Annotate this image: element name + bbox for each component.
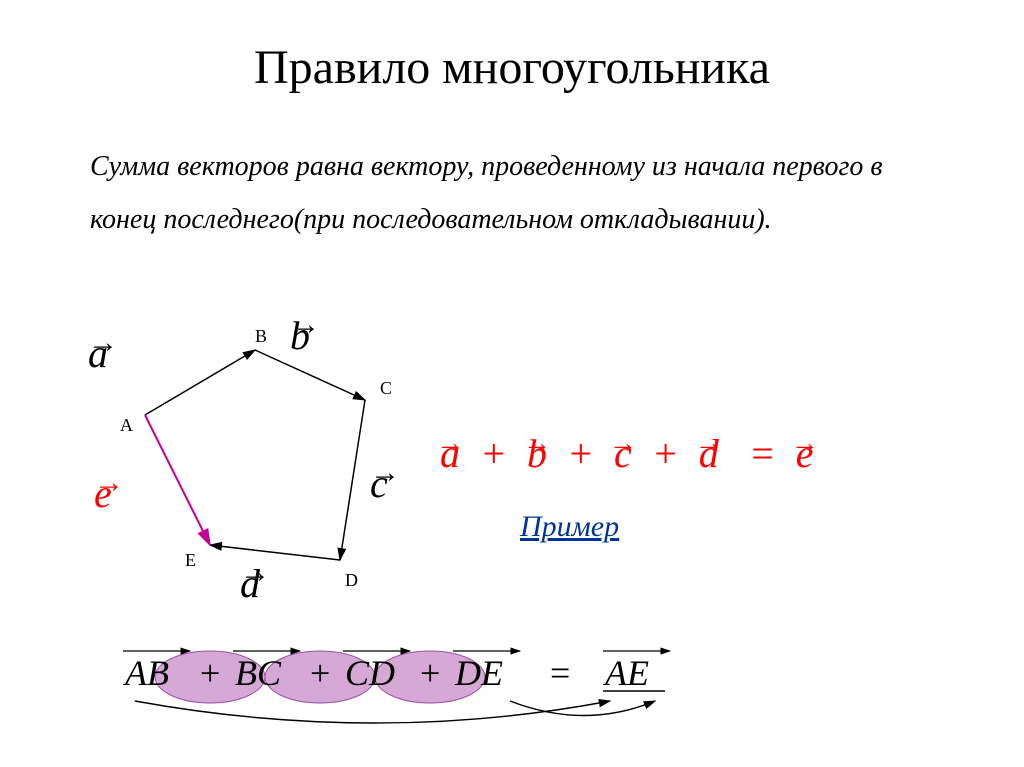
arrow-icon: → — [436, 428, 464, 460]
polygon-diagram: → a → b → c → d → e A B C D E — [60, 320, 420, 640]
eq-b: →b — [527, 430, 547, 477]
term-BC: BC — [235, 653, 282, 693]
arrow-icon: → — [290, 308, 320, 342]
term-AE: AE — [603, 653, 649, 693]
edge-c — [340, 400, 365, 560]
label-pt-C: C — [380, 378, 392, 399]
edge-d — [210, 545, 340, 560]
arrow-icon: → — [240, 556, 270, 590]
bottom-text: AB + BC + CD + DE = AE — [123, 653, 665, 693]
label-vec-c: → c — [370, 460, 388, 507]
plus-2: + — [567, 431, 594, 476]
arcs — [135, 701, 655, 723]
slide: Правило многоугольника Сумма векторов ра… — [0, 0, 1024, 767]
eq-c: →c — [614, 430, 632, 477]
arrow-icon: → — [94, 466, 124, 500]
equals: = — [550, 653, 570, 693]
plus-3: + — [652, 431, 679, 476]
label-pt-D: D — [345, 570, 358, 591]
bottom-equation: AB + BC + CD + DE = AE — [90, 635, 990, 745]
arrow-icon: → — [523, 428, 551, 460]
page-title: Правило многоугольника — [0, 40, 1024, 95]
arrow-icon: → — [791, 428, 819, 460]
arrow-icon: → — [370, 456, 400, 490]
eq-e: →e — [796, 430, 814, 477]
arrow-icon: → — [609, 428, 637, 460]
bottom-svg: AB + BC + CD + DE = AE — [90, 635, 790, 755]
edge-a — [145, 350, 255, 415]
label-vec-e: → e — [94, 470, 112, 517]
label-pt-A: A — [120, 415, 133, 436]
label-pt-B: B — [255, 326, 267, 347]
label-pt-E: E — [185, 550, 196, 571]
edge-e — [145, 415, 210, 545]
term-CD: CD — [345, 653, 395, 693]
definition-text: Сумма векторов равна вектору, проведенно… — [90, 140, 890, 246]
term-AB: AB — [123, 653, 169, 693]
label-vec-a: → a — [88, 330, 108, 377]
plus: + — [420, 653, 440, 693]
arrow-icon: → — [695, 428, 723, 460]
term-DE: DE — [454, 653, 503, 693]
example-link[interactable]: Пример — [520, 510, 619, 544]
equals: = — [749, 431, 776, 476]
plus: + — [200, 653, 220, 693]
plus: + — [310, 653, 330, 693]
vector-equation: →a + →b + →c + →d = →e — [440, 430, 814, 477]
label-vec-b: → b — [290, 312, 310, 359]
eq-d: →d — [699, 430, 719, 477]
eq-a: →a — [440, 430, 460, 477]
plus-1: + — [480, 431, 507, 476]
edge-b — [255, 350, 365, 400]
label-vec-d: → d — [240, 560, 260, 607]
arrow-icon: → — [88, 326, 118, 360]
